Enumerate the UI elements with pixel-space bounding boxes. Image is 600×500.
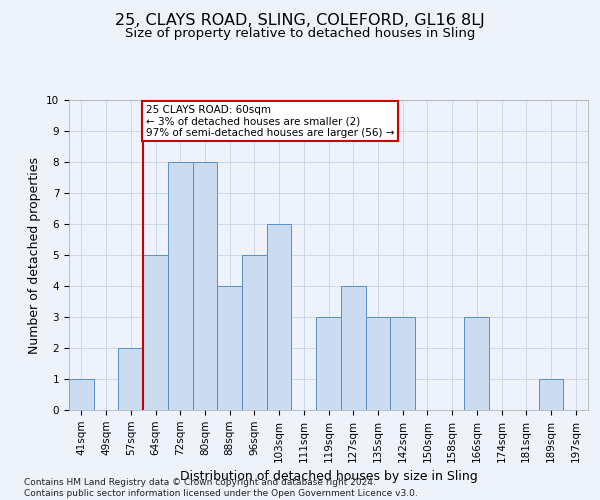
X-axis label: Distribution of detached houses by size in Sling: Distribution of detached houses by size …: [179, 470, 478, 483]
Bar: [168, 162, 193, 410]
Bar: [193, 162, 217, 410]
Text: 25, CLAYS ROAD, SLING, COLEFORD, GL16 8LJ: 25, CLAYS ROAD, SLING, COLEFORD, GL16 8L…: [115, 12, 485, 28]
Bar: [267, 224, 292, 410]
Bar: [217, 286, 242, 410]
Text: Contains HM Land Registry data © Crown copyright and database right 2024.
Contai: Contains HM Land Registry data © Crown c…: [24, 478, 418, 498]
Bar: [464, 317, 489, 410]
Bar: [242, 255, 267, 410]
Bar: [341, 286, 365, 410]
Text: 25 CLAYS ROAD: 60sqm
← 3% of detached houses are smaller (2)
97% of semi-detache: 25 CLAYS ROAD: 60sqm ← 3% of detached ho…: [146, 104, 394, 138]
Bar: [316, 317, 341, 410]
Text: Size of property relative to detached houses in Sling: Size of property relative to detached ho…: [125, 28, 475, 40]
Bar: [539, 379, 563, 410]
Bar: [390, 317, 415, 410]
Bar: [69, 379, 94, 410]
Y-axis label: Number of detached properties: Number of detached properties: [28, 156, 41, 354]
Bar: [143, 255, 168, 410]
Bar: [365, 317, 390, 410]
Bar: [118, 348, 143, 410]
